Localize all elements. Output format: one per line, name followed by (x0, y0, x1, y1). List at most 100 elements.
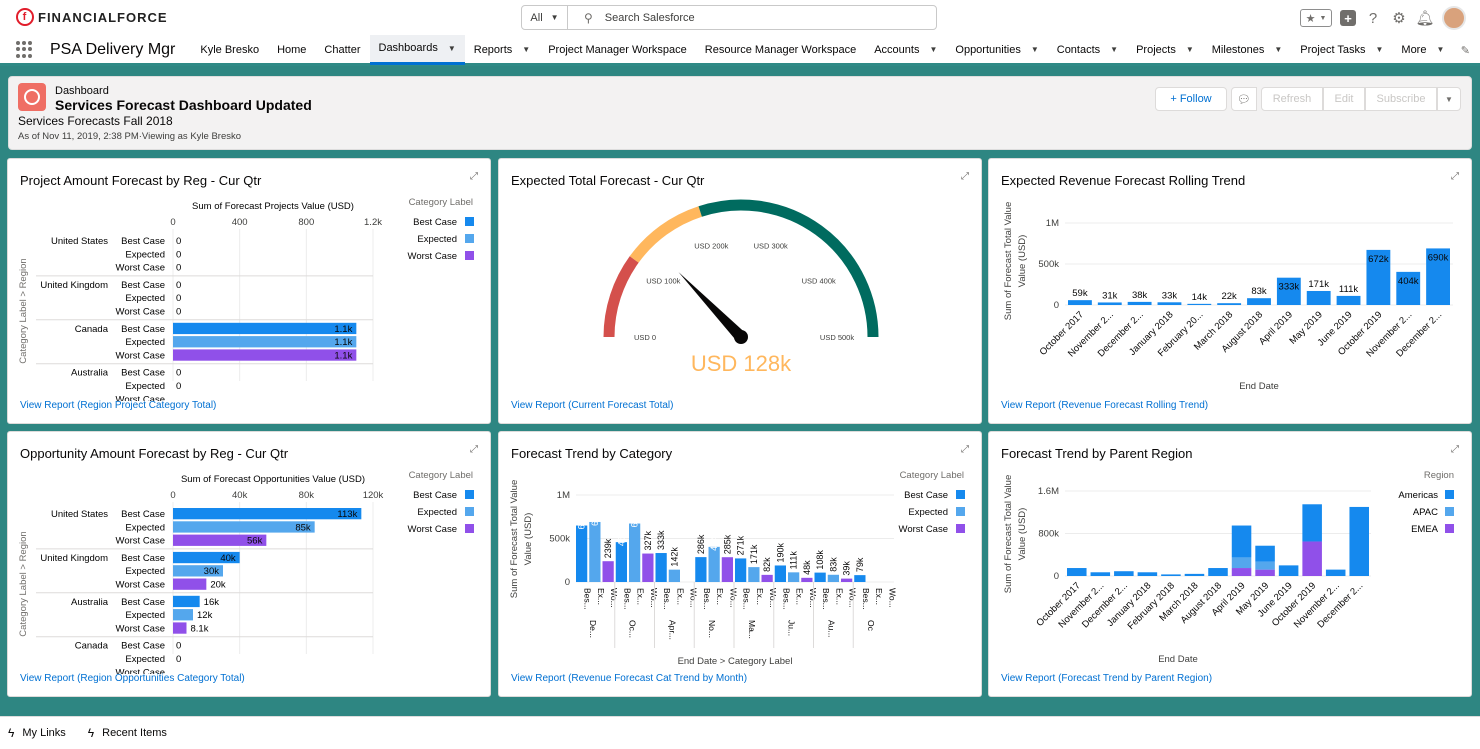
more-actions-button[interactable]: ▼ (1437, 87, 1461, 111)
expand-icon[interactable]: ⤢ (1451, 444, 1459, 455)
gauge-needle (678, 272, 746, 342)
favorites-button[interactable]: ★ ▼ (1300, 9, 1332, 27)
nav-item-project-tasks[interactable]: Project Tasks ▼ (1291, 35, 1392, 65)
legend-swatch (956, 507, 965, 516)
data-label: 111k (1339, 284, 1358, 295)
view-report-link[interactable]: View Report (Revenue Forecast Rolling Tr… (1001, 400, 1209, 411)
chevron-down-icon[interactable]: ▼ (1030, 45, 1039, 54)
category-label: Expected (125, 381, 165, 392)
axis-title: Sum of Forecast Projects Value (USD) (192, 201, 354, 212)
bar (602, 561, 614, 582)
chevron-down-icon: ▼ (550, 13, 559, 22)
nav-item-chatter[interactable]: Chatter (315, 35, 369, 65)
category-label: Worst Case (116, 394, 165, 401)
chevron-down-icon[interactable]: ▼ (1375, 45, 1384, 54)
axis-title: Sum of Forecast Total Value (509, 480, 520, 598)
avatar[interactable] (1442, 6, 1466, 30)
subscribe-button[interactable]: Subscribe (1365, 87, 1437, 111)
nav-item-reports[interactable]: Reports ▼ (465, 35, 539, 65)
data-label: 48k (802, 560, 812, 575)
view-report-link[interactable]: View Report (Forecast Trend by Parent Re… (1001, 673, 1213, 684)
chart-project-amount: Sum of Forecast Projects Value (USD) 0 400… (18, 197, 474, 401)
chevron-down-icon[interactable]: ▼ (1110, 45, 1119, 54)
nav-item-project-manager-workspace[interactable]: Project Manager Workspace (539, 35, 696, 65)
bell-icon[interactable]: 🔔︎ (1415, 10, 1435, 27)
axis-title: Value (USD) (523, 513, 534, 566)
chevron-down-icon[interactable]: ▼ (929, 45, 938, 54)
data-label: 0 (176, 654, 181, 665)
bar (827, 574, 839, 582)
legend-title: Category Label (409, 470, 473, 481)
bar (173, 622, 187, 634)
edit-nav-icon[interactable]: ✎ (1460, 45, 1470, 57)
nav-item-milestones[interactable]: Milestones ▼ (1203, 35, 1292, 65)
recent-items-item[interactable]: ϟ Recent Items (88, 726, 167, 740)
nav-item-dashboards[interactable]: Dashboards ▼ (369, 34, 465, 65)
panel-trend-category: Forecast Trend by Category ⤢ Sum of Fore… (498, 431, 982, 697)
expand-icon[interactable]: ⤢ (470, 444, 478, 455)
chat-button[interactable]: 💬︎ (1231, 87, 1257, 111)
my-links-item[interactable]: ϟ My Links (8, 726, 66, 740)
category-label: Expected (125, 249, 165, 260)
chevron-down-icon: ▼ (1445, 94, 1453, 104)
chevron-down-icon[interactable]: ▼ (1436, 45, 1445, 54)
follow-button[interactable]: + Follow (1155, 87, 1227, 111)
chart-revenue-trend: Sum of Forecast Total Value Value (USD) 0 5… (1003, 202, 1453, 392)
brand-name: FINANCIALFORCE (38, 9, 168, 25)
chevron-down-icon[interactable]: ▼ (1185, 45, 1194, 54)
nav-items: Kyle Bresko Home Chatter Dashboards ▼ Reports… (191, 34, 1453, 65)
gauge-value: USD 128k (691, 351, 792, 376)
view-report-link[interactable]: View Report (Region Project Category Tot… (20, 400, 217, 411)
page-title: Services Forecast Dashboard Updated (55, 97, 312, 113)
bar-segment (1325, 569, 1346, 576)
category-label: Worst Case (116, 667, 165, 674)
brand-logo[interactable]: f FINANCIALFORCE (16, 8, 168, 26)
legend-entry: Worst Case (408, 524, 457, 535)
nav-item-opportunities[interactable]: Opportunities ▼ (946, 35, 1047, 65)
search-input[interactable]: Search Salesforce (604, 11, 695, 24)
chevron-down-icon[interactable]: ▼ (447, 43, 456, 53)
navigation-bar: PSA Delivery Mgr Kyle Bresko Home Chatter D… (0, 34, 1480, 66)
data-label: 85k (295, 522, 311, 533)
nav-item-contacts[interactable]: Contacts ▼ (1048, 35, 1127, 65)
bar (1366, 249, 1391, 305)
expand-icon[interactable]: ⤢ (1451, 171, 1459, 182)
chart-trend-category: Sum of Forecast Total Value Value (USD) 0 5… (509, 470, 965, 667)
nav-item-accounts[interactable]: Accounts ▼ (865, 35, 946, 65)
nav-item-resource-manager-workspace[interactable]: Resource Manager Workspace (696, 35, 865, 65)
gear-icon[interactable]: ⚙ (1392, 10, 1406, 27)
expand-icon[interactable]: ⤢ (961, 171, 969, 182)
data-label: 458k (616, 526, 626, 546)
expand-icon[interactable]: ⤢ (470, 171, 478, 182)
search-scope-select[interactable]: All ▼ (522, 6, 568, 29)
app-launcher-icon[interactable] (16, 40, 34, 59)
refresh-button[interactable]: Refresh (1261, 87, 1323, 111)
region-label: Canada (75, 324, 109, 335)
nav-item-kyle-bresko[interactable]: Kyle Bresko (191, 35, 268, 65)
chevron-down-icon[interactable]: ▼ (522, 45, 531, 54)
data-label: 83k (828, 557, 838, 572)
nav-item-label: Reports (473, 43, 513, 56)
nav-item-more[interactable]: More ▼ (1392, 35, 1453, 65)
tick-label: 400 (232, 217, 248, 228)
view-report-link[interactable]: View Report (Revenue Forecast Cat Trend … (511, 673, 748, 684)
nav-item-projects[interactable]: Projects ▼ (1127, 35, 1203, 65)
global-actions-icon[interactable]: + (1340, 10, 1356, 26)
chevron-down-icon[interactable]: ▼ (1274, 45, 1283, 54)
bar (173, 534, 267, 546)
nav-item-home[interactable]: Home (268, 35, 315, 65)
x-tick-label: Bes... (622, 588, 632, 610)
dashboard-header: Dashboard Services Forecast Dashboard Up… (8, 76, 1472, 150)
bar-segment (1114, 571, 1134, 576)
legend-swatch (956, 524, 965, 533)
chart-gauge: USD 0 USD 100k USD 200k USD 300k USD 400k USD… (603, 199, 879, 376)
view-report-link[interactable]: View Report (Region Opportunities Catego… (20, 673, 245, 684)
region-label: United Kingdom (40, 280, 108, 291)
view-report-link[interactable]: View Report (Current Forecast Total) (511, 400, 674, 411)
bar (1187, 303, 1212, 305)
help-icon[interactable]: ? (1368, 9, 1378, 27)
nav-item-label: Project Manager Workspace (548, 43, 687, 56)
edit-button[interactable]: Edit (1323, 87, 1365, 111)
expand-icon[interactable]: ⤢ (961, 444, 969, 455)
bar (642, 553, 654, 582)
